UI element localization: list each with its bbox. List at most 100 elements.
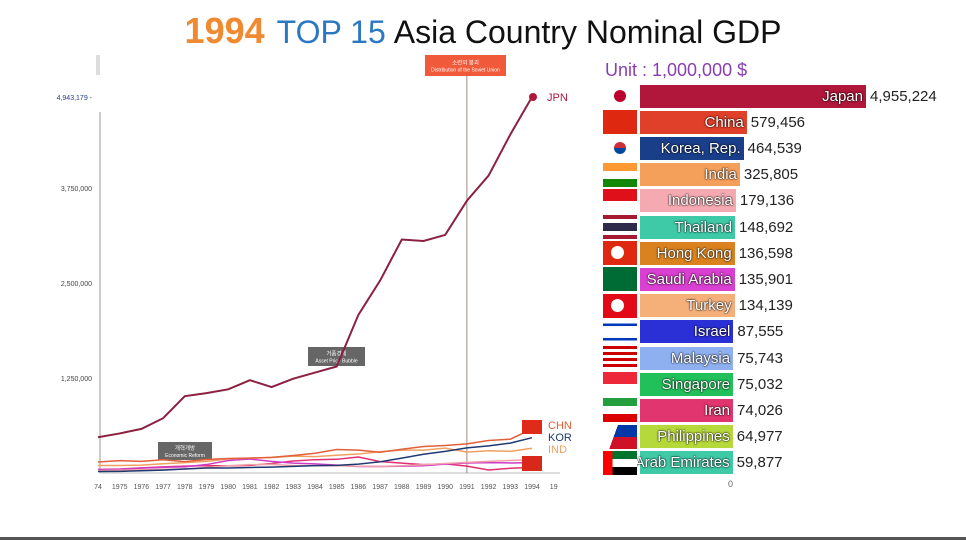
x-tick-label: 1990 xyxy=(437,484,453,491)
bar-value: 464,539 xyxy=(747,139,802,157)
x-tick-label: 1988 xyxy=(394,484,410,491)
israel-flag-icon xyxy=(603,319,637,344)
x-tick-label: 1981 xyxy=(242,484,258,491)
bar: Thailand xyxy=(640,215,736,239)
bar-row: Turkey 134,139 xyxy=(603,293,793,318)
bar-value: 136,598 xyxy=(738,244,793,262)
indonesia-flag-icon xyxy=(603,188,637,213)
x-tick-label: 1994 xyxy=(524,484,540,491)
y-tick-label: 3,750,000 xyxy=(61,186,92,193)
svg-text:거품경제: 거품경제 xyxy=(326,350,346,358)
bar-label: Singapore xyxy=(661,375,731,393)
bar-value: 74,026 xyxy=(737,401,783,419)
x-tick-label: 1983 xyxy=(286,484,302,491)
chart-title: 1994 TOP 15 Asia Country Nominal GDP xyxy=(0,10,966,52)
bar-value: 64,977 xyxy=(736,428,783,446)
china-flag-icon xyxy=(522,420,542,434)
svg-text:소련의 붕괴: 소련의 붕괴 xyxy=(452,59,479,67)
x-tick-label: 1984 xyxy=(307,484,323,491)
series-line-chn xyxy=(97,428,533,463)
bar-row: Arab Emirates 59,877 xyxy=(603,450,783,475)
bar-label: Turkey xyxy=(686,297,732,315)
x-tick-label: 74 xyxy=(94,484,102,491)
hong-kong-flag-icon xyxy=(603,241,637,266)
svg-text:Economic Reform: Economic Reform xyxy=(165,453,205,459)
x-tick-label: 1976 xyxy=(134,484,150,491)
bar-label: Israel xyxy=(693,323,731,341)
bar: Turkey xyxy=(640,294,735,318)
bar-label: Iran xyxy=(704,401,731,419)
bar-row: Singapore 75,032 xyxy=(603,372,783,397)
bar-row: Saudi Arabia 135,901 xyxy=(603,267,793,292)
bar: Japan xyxy=(640,84,866,108)
bar-zero-label: 0 xyxy=(728,479,734,489)
x-tick-label: 1987 xyxy=(372,484,388,491)
series-line-ind xyxy=(97,447,533,467)
bar: Arab Emirates xyxy=(635,451,733,475)
series-line-kor xyxy=(97,436,533,473)
bar-label: China xyxy=(704,113,744,131)
x-tick-label: 1979 xyxy=(199,484,215,491)
x-tick-label: 1992 xyxy=(481,484,497,491)
x-tick-label: 1980 xyxy=(220,484,236,491)
bar-label: Philippines xyxy=(657,428,730,446)
bar-value: 179,136 xyxy=(739,192,795,210)
x-tick-label: 1989 xyxy=(416,484,432,491)
bar-value: 87,555 xyxy=(737,323,784,341)
bar-row: Philippines 64,977 xyxy=(603,424,783,449)
thailand-flag-icon xyxy=(603,215,637,239)
bar-value: 579,456 xyxy=(750,113,806,131)
jpn-end-dot xyxy=(529,93,537,101)
bar: India xyxy=(640,163,740,187)
bar: Israel xyxy=(640,320,734,344)
x-tick-label: 1975 xyxy=(112,484,128,491)
singapore-flag-icon xyxy=(603,372,637,397)
bar-row: Thailand 148,692 xyxy=(603,215,793,239)
bar-label: Korea, Rep. xyxy=(660,139,741,157)
china-flag-icon xyxy=(603,110,637,135)
svg-text:Distribution of the Soviet Uni: Distribution of the Soviet Union xyxy=(431,68,500,74)
x-tick-label: 1993 xyxy=(503,484,519,491)
bar-row: India 325,805 xyxy=(603,162,798,187)
hong-kong-flag-icon xyxy=(522,456,542,471)
bar-row: Iran 74,026 xyxy=(603,398,783,423)
bar-row: Hong Kong 136,598 xyxy=(603,241,793,266)
x-tick-label: 1991 xyxy=(459,484,475,491)
bar: Iran xyxy=(640,398,734,422)
iran-flag-icon xyxy=(603,398,637,423)
bar-label: Arab Emirates xyxy=(634,454,730,472)
x-tick-label: 19 xyxy=(550,484,558,491)
bar: Hong Kong xyxy=(640,241,735,265)
end-label: IND xyxy=(548,444,567,456)
y-tick-label: 4,943,179 - xyxy=(57,95,93,102)
bar-label: Hong Kong xyxy=(656,244,732,262)
series-line-jpn xyxy=(97,96,533,439)
bar-label: India xyxy=(704,166,737,184)
bottom-divider xyxy=(0,537,966,540)
end-label: KOR xyxy=(548,432,572,444)
bar-label: Indonesia xyxy=(667,192,733,210)
bar-row: Korea, Rep. 464,539 xyxy=(603,136,802,161)
bar-row: Israel 87,555 xyxy=(603,319,784,344)
bar-label: Saudi Arabia xyxy=(646,270,732,288)
x-tick-label: 1982 xyxy=(264,484,280,491)
end-label: CHN xyxy=(548,420,572,432)
bar-value: 4,955,224 xyxy=(870,87,937,105)
bar: Indonesia xyxy=(640,189,736,213)
bar-row: Indonesia 179,136 xyxy=(603,188,795,213)
x-tick-label: 1977 xyxy=(155,484,171,491)
svg-text:개혁개방: 개혁개방 xyxy=(175,444,195,452)
y-tick-label: 1,250,000 xyxy=(61,376,92,383)
bar: Saudi Arabia xyxy=(640,267,735,291)
svg-text:Asset Price Bubble: Asset Price Bubble xyxy=(315,359,357,365)
bar-label: Malaysia xyxy=(670,349,731,367)
top-label: TOP 15 xyxy=(276,14,386,50)
bar-label: Japan xyxy=(822,87,863,105)
x-tick-label: 1986 xyxy=(351,484,367,491)
bar-row: Japan 4,955,224 xyxy=(603,84,937,108)
korea-flag-icon xyxy=(603,136,637,161)
x-tick-label: 1978 xyxy=(177,484,193,491)
